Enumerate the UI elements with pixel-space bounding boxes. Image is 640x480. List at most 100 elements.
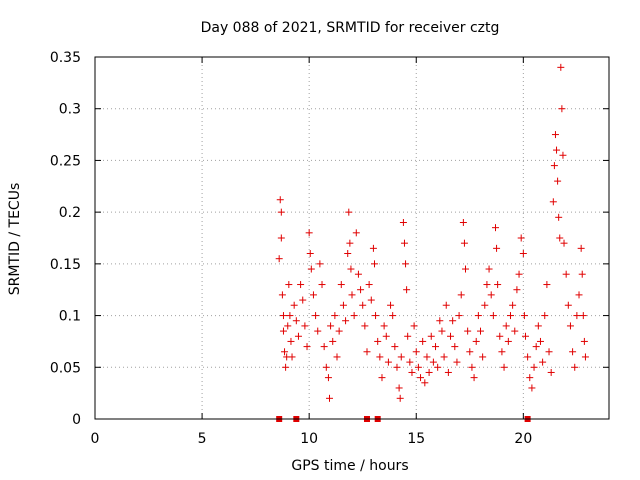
data-point <box>382 332 390 340</box>
data-point <box>547 368 555 376</box>
data-point <box>545 348 553 356</box>
data-point <box>468 363 476 371</box>
data-point <box>329 337 337 345</box>
data-point <box>380 322 388 330</box>
plot-frame <box>94 56 610 420</box>
data-point <box>575 291 583 299</box>
data-point <box>286 312 294 320</box>
chart-title: Day 088 of 2021, SRMTID for receiver czt… <box>201 20 500 36</box>
data-point <box>579 312 587 320</box>
data-point <box>346 239 354 247</box>
data-point <box>389 312 397 320</box>
data-point <box>530 363 538 371</box>
data-point <box>374 337 382 345</box>
data-point <box>455 312 463 320</box>
x-tick-label: 5 <box>198 431 207 447</box>
data-point <box>524 353 532 361</box>
data-point <box>515 270 523 278</box>
data-point <box>282 363 290 371</box>
data-point <box>556 234 564 242</box>
data-point <box>489 312 497 320</box>
data-point <box>562 270 570 278</box>
y-tick-label: 0.35 <box>50 50 81 66</box>
axis-ticks <box>94 56 609 420</box>
data-point <box>357 286 365 294</box>
data-point <box>322 363 330 371</box>
data-point <box>442 301 450 309</box>
data-point <box>506 312 514 320</box>
data-point <box>555 213 563 221</box>
data-point <box>294 332 302 340</box>
data-point <box>432 343 440 351</box>
data-point <box>453 358 461 366</box>
data-point <box>417 374 425 382</box>
data-point <box>337 281 345 289</box>
data-point <box>326 394 334 402</box>
data-point <box>558 105 566 113</box>
data-point <box>278 291 286 299</box>
data-point <box>509 301 517 309</box>
data-point <box>477 327 484 335</box>
data-point <box>367 296 375 304</box>
data-point <box>297 281 305 289</box>
data-point <box>419 337 427 345</box>
data-point <box>554 177 562 185</box>
data-point <box>384 358 392 366</box>
y-tick-label: 0.25 <box>50 153 81 169</box>
data-point <box>577 244 585 252</box>
data-point <box>403 286 411 294</box>
y-tick-label: 0.1 <box>59 309 81 325</box>
data-point <box>279 312 287 320</box>
data-point <box>333 353 341 361</box>
x-tick-label: 10 <box>300 431 318 447</box>
data-point <box>550 162 558 170</box>
data-point <box>277 208 285 216</box>
data-point <box>425 368 433 376</box>
data-point <box>429 358 437 366</box>
data-point <box>460 239 468 247</box>
data-point <box>434 363 442 371</box>
y-tick-label: 0.2 <box>59 205 81 221</box>
data-point <box>306 250 314 258</box>
data-point <box>404 332 412 340</box>
y-tick-label: 0 <box>72 412 81 428</box>
data-point <box>395 384 403 392</box>
data-point <box>581 353 589 361</box>
data-point <box>292 317 300 325</box>
data-point <box>290 301 298 309</box>
data-point <box>457 291 465 299</box>
data-point <box>344 250 352 258</box>
data-point <box>573 312 581 320</box>
data-point <box>342 317 350 325</box>
data-point <box>536 337 544 345</box>
data-point <box>526 374 534 382</box>
data-point <box>352 229 360 237</box>
data-point <box>553 146 561 154</box>
data-point <box>378 374 386 382</box>
data-point <box>517 234 525 242</box>
y-tick-label: 0.15 <box>50 257 81 273</box>
data-point <box>309 291 317 299</box>
data-point <box>376 353 384 361</box>
data-point <box>275 255 283 263</box>
data-point <box>560 239 568 247</box>
data-point <box>464 327 472 335</box>
data-point <box>365 281 373 289</box>
data-point <box>348 291 356 299</box>
data-point <box>528 384 536 392</box>
data-point <box>440 353 448 361</box>
data-point <box>449 317 457 325</box>
data-point <box>369 244 377 252</box>
data-point <box>571 363 579 371</box>
data-point <box>288 353 296 361</box>
data-point <box>410 322 418 330</box>
data-point <box>305 229 313 237</box>
data-point <box>276 196 284 204</box>
data-point <box>539 358 547 366</box>
data-point <box>466 348 474 356</box>
data-point <box>451 343 459 351</box>
data-point <box>391 343 399 351</box>
data-point <box>559 151 567 159</box>
data-point <box>564 301 572 309</box>
data-point <box>438 327 446 335</box>
